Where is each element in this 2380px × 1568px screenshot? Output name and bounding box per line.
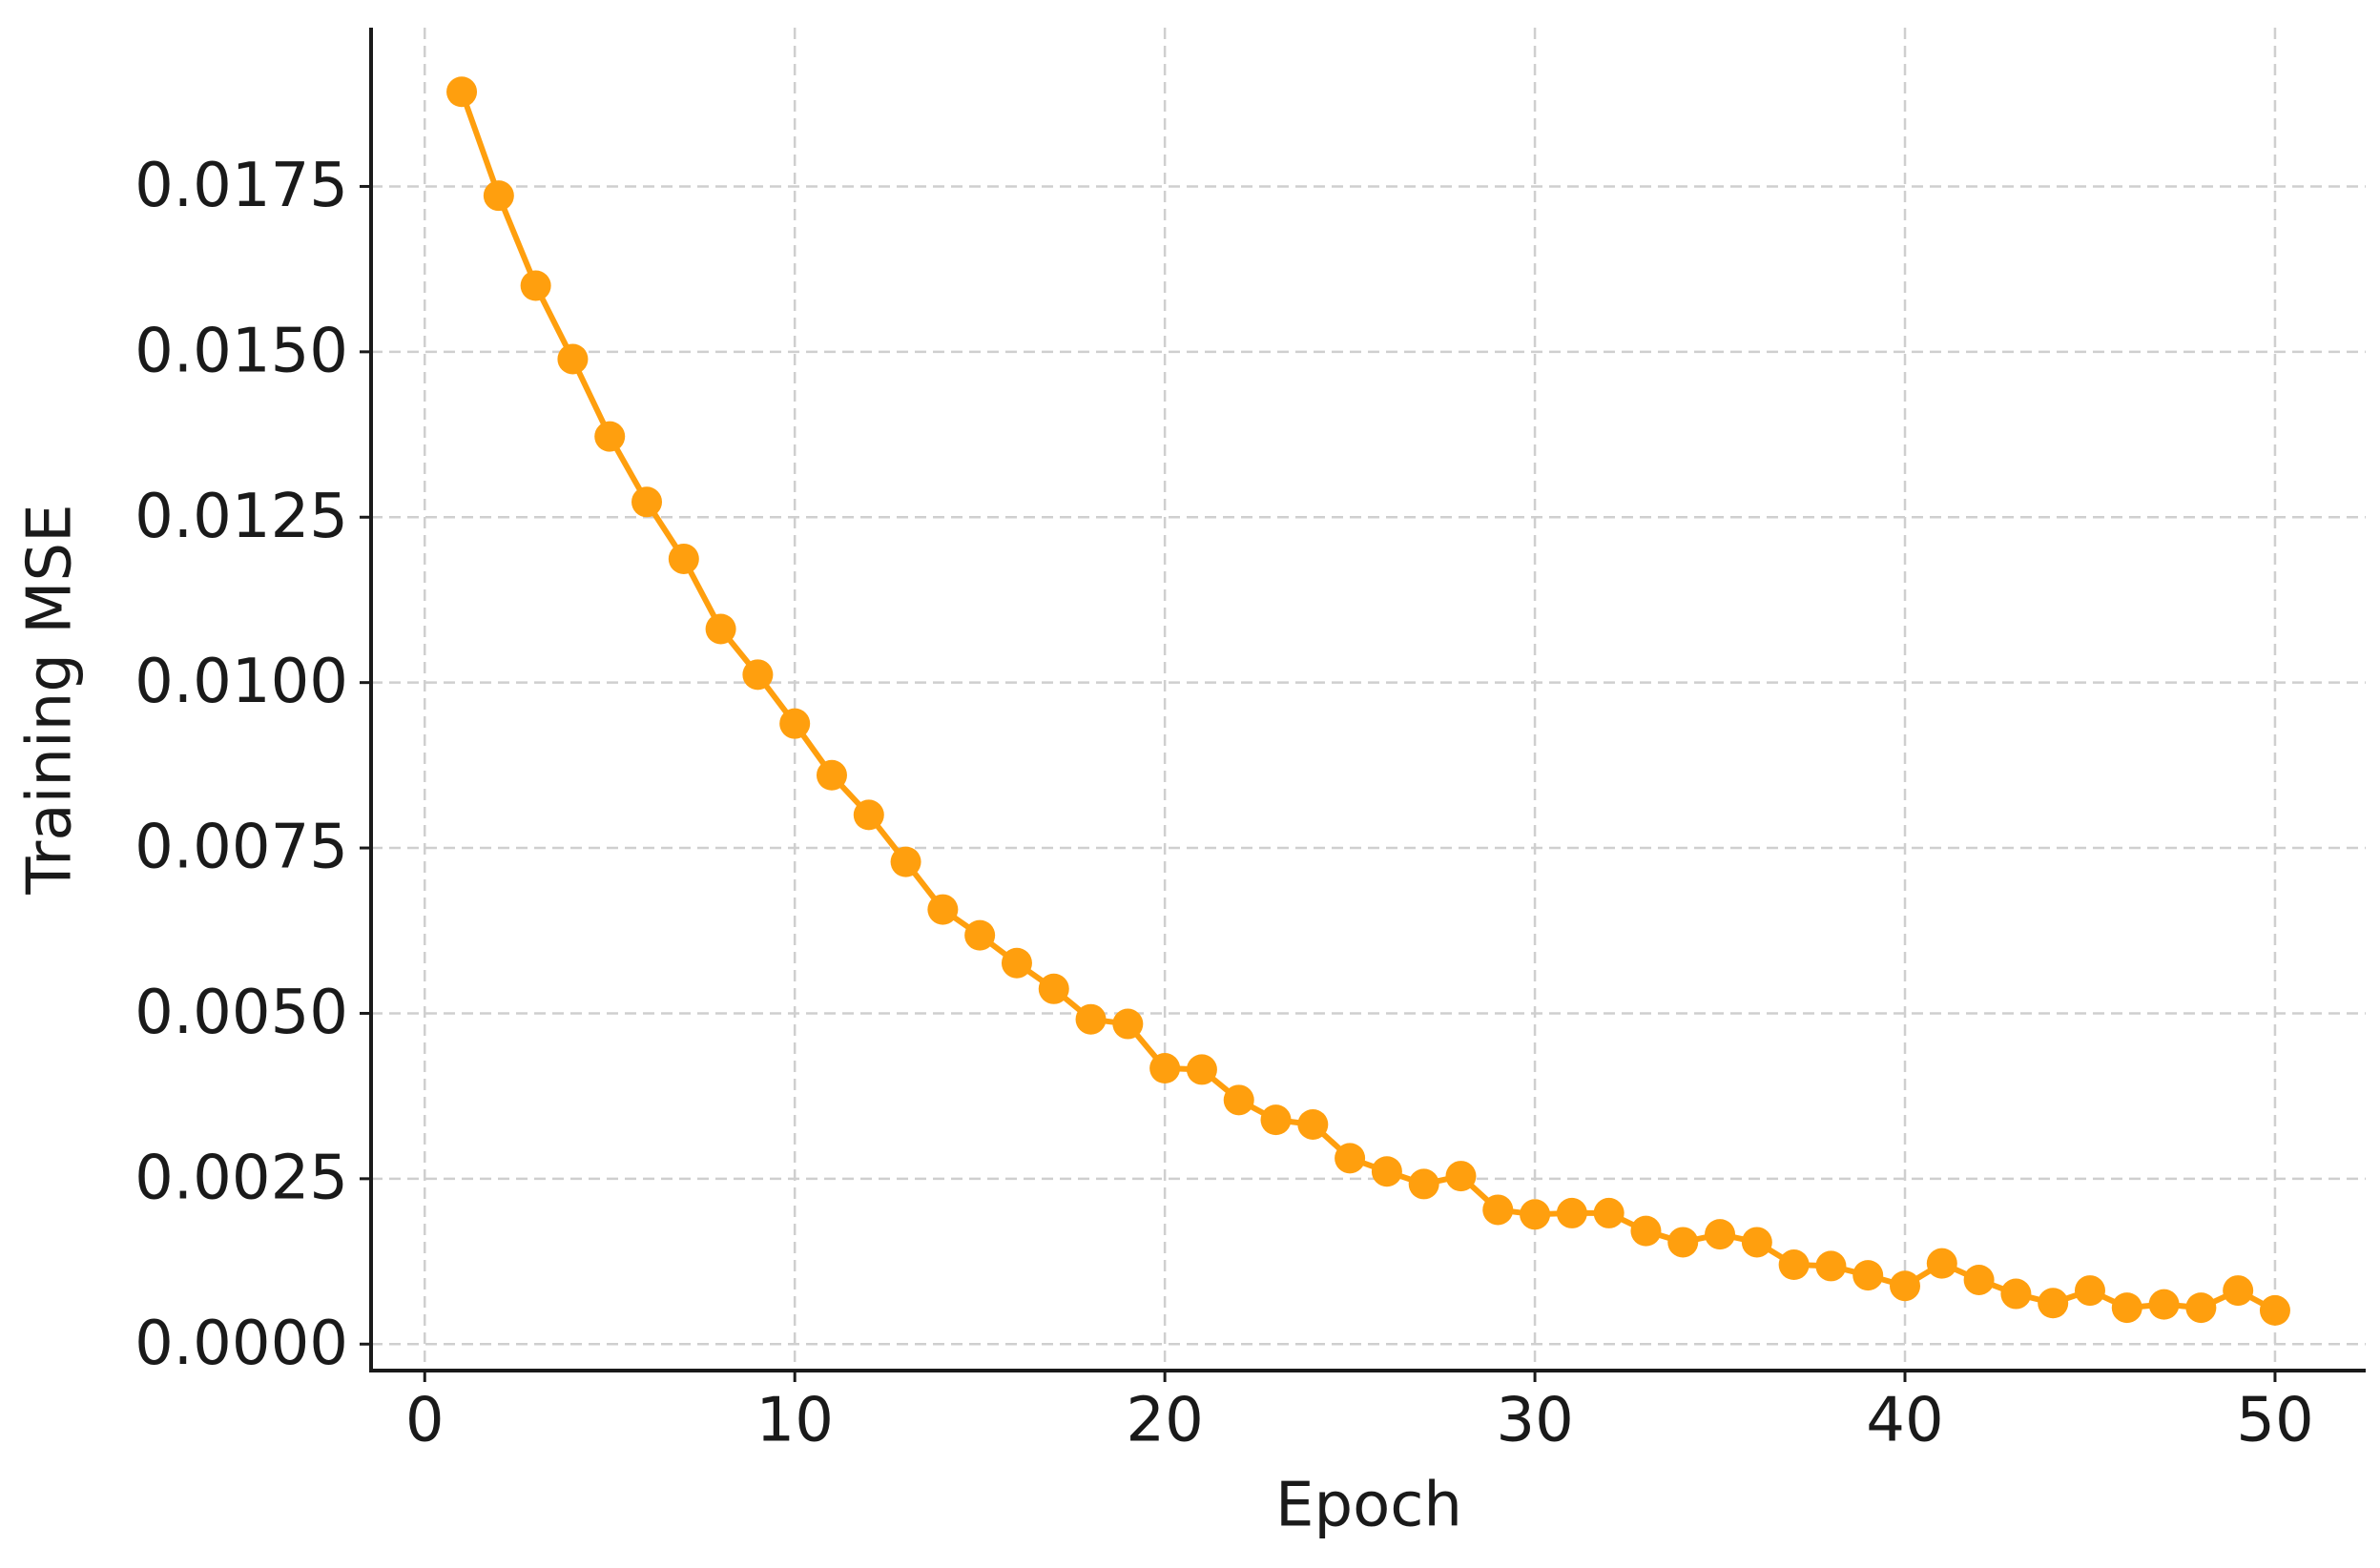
- y-tick-label: 0.0100: [135, 647, 348, 717]
- data-point: [2074, 1275, 2105, 1307]
- data-point: [1705, 1219, 1736, 1250]
- data-point: [1112, 1008, 1144, 1040]
- y-tick-label: 0.0175: [135, 151, 348, 221]
- data-point: [1149, 1053, 1181, 1084]
- data-point: [1926, 1248, 1957, 1279]
- data-point: [2038, 1288, 2069, 1319]
- y-axis-label: Training MSE: [15, 504, 86, 895]
- data-point: [2148, 1289, 2180, 1320]
- data-point: [1852, 1260, 1884, 1291]
- data-point: [1593, 1197, 1625, 1228]
- data-point: [1520, 1199, 1551, 1230]
- x-tick-label: 30: [1496, 1386, 1573, 1456]
- data-point: [1630, 1215, 1662, 1247]
- data-point: [2185, 1292, 2217, 1324]
- data-point: [1963, 1264, 1995, 1295]
- data-point: [1186, 1054, 1217, 1085]
- y-tick-label: 0.0150: [135, 316, 348, 386]
- data-point: [594, 421, 626, 452]
- data-point: [1890, 1270, 1921, 1302]
- y-tick-label: 0.0000: [135, 1309, 348, 1379]
- data-point: [2000, 1278, 2032, 1310]
- x-tick-label: 20: [1126, 1386, 1203, 1456]
- data-point: [927, 894, 959, 925]
- y-tick-label: 0.0025: [135, 1143, 348, 1213]
- data-point: [1778, 1249, 1810, 1281]
- data-point: [557, 343, 589, 375]
- data-point: [816, 759, 847, 791]
- data-point: [668, 543, 699, 574]
- data-point: [1223, 1084, 1254, 1116]
- data-point: [1297, 1108, 1329, 1140]
- data-point: [1001, 947, 1032, 979]
- data-point: [520, 270, 551, 301]
- data-point: [2223, 1275, 2254, 1307]
- data-point: [1075, 1003, 1107, 1035]
- data-point: [446, 76, 478, 108]
- data-point: [1445, 1161, 1477, 1192]
- x-axis-label: Epoch: [1275, 1471, 1462, 1541]
- x-tick-label: 40: [1866, 1386, 1943, 1456]
- data-point: [1038, 973, 1069, 1004]
- data-point: [705, 613, 736, 645]
- data-point: [631, 486, 663, 518]
- data-line: [459, 91, 2277, 1313]
- data-point: [1482, 1194, 1514, 1226]
- data-point: [1408, 1168, 1439, 1200]
- data-point: [1667, 1227, 1699, 1258]
- data-point: [779, 708, 811, 739]
- data-point: [2111, 1292, 2142, 1324]
- data-point: [1371, 1156, 1402, 1187]
- y-tick-label: 0.0075: [135, 813, 348, 883]
- data-point: [964, 919, 996, 951]
- data-point: [1260, 1104, 1292, 1136]
- y-tick-label: 0.0125: [135, 482, 348, 552]
- data-point: [853, 799, 884, 831]
- data-point: [742, 659, 774, 691]
- data-point: [1741, 1227, 1772, 1258]
- data-point: [1556, 1197, 1587, 1228]
- data-point: [890, 846, 921, 877]
- x-tick-label: 0: [405, 1386, 445, 1456]
- x-tick-label: 50: [2236, 1386, 2313, 1456]
- data-point: [1815, 1250, 1847, 1282]
- data-point: [1335, 1143, 1366, 1174]
- y-tick-label: 0.0050: [135, 978, 348, 1048]
- x-tick-label: 10: [755, 1386, 833, 1456]
- data-point: [483, 180, 514, 212]
- data-point: [2259, 1294, 2290, 1326]
